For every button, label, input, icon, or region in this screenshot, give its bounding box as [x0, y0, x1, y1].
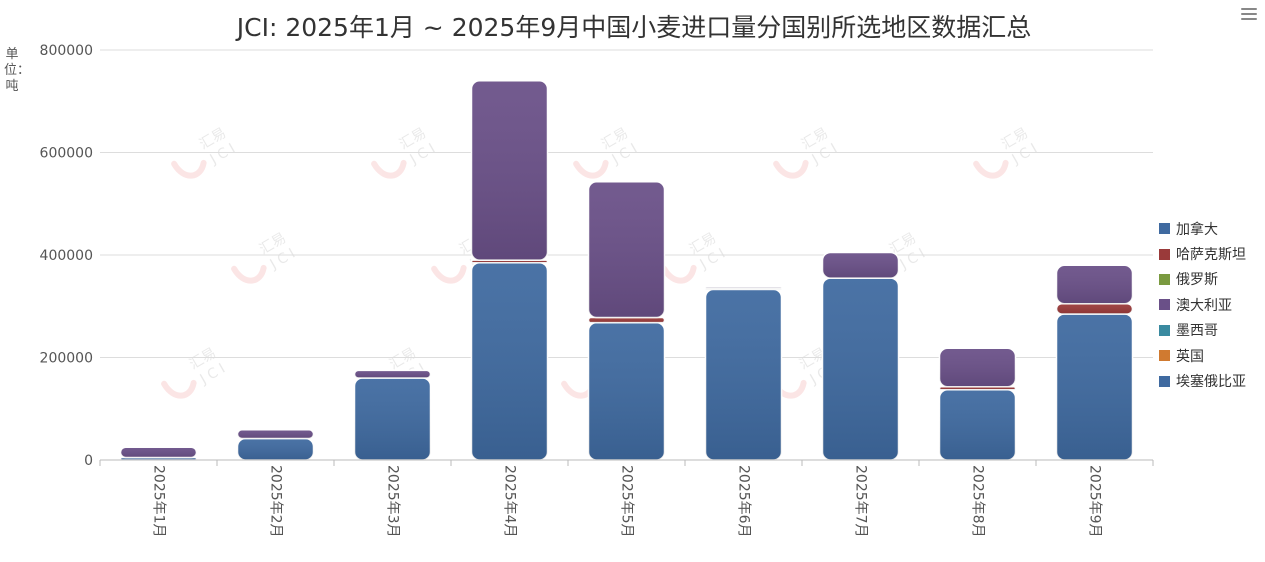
bar-segment[interactable]: [470, 80, 549, 261]
bar-segment[interactable]: [587, 321, 666, 461]
bar-segment[interactable]: [1055, 302, 1134, 315]
legend-item[interactable]: 英国: [1159, 343, 1246, 368]
x-tick-label: 2025年7月: [853, 465, 869, 538]
bar-segment[interactable]: [821, 251, 900, 279]
bar-segment[interactable]: [938, 389, 1017, 461]
bar-segment[interactable]: [353, 377, 432, 461]
bar-segment[interactable]: [236, 437, 315, 461]
y-tick-label: 400000: [40, 248, 93, 264]
legend-label: 俄罗斯: [1176, 272, 1218, 289]
x-tick-label: 2025年8月: [970, 465, 986, 538]
legend-label: 加拿大: [1176, 221, 1218, 238]
y-tick-label: 200000: [40, 351, 93, 367]
bar-segment[interactable]: [704, 288, 783, 461]
bar-segment[interactable]: [938, 347, 1017, 388]
bar-segment[interactable]: [704, 286, 783, 290]
legend: 加拿大哈萨克斯坦俄罗斯澳大利亚墨西哥英国埃塞俄比亚: [1159, 216, 1246, 394]
chart-title: JCI: 2025年1月 ~ 2025年9月中国小麦进口量分国别所选地区数据汇总: [236, 13, 1032, 42]
bar-segment[interactable]: [236, 429, 315, 440]
y-tick-label: 0: [84, 453, 93, 469]
x-tick-label: 2025年4月: [502, 465, 518, 538]
bar-segment[interactable]: [587, 180, 666, 319]
bar-segment[interactable]: [1055, 313, 1134, 461]
legend-item[interactable]: 俄罗斯: [1159, 267, 1246, 292]
x-tick-label: 2025年2月: [268, 465, 284, 538]
menu-icon[interactable]: [1241, 8, 1257, 22]
legend-label: 英国: [1176, 348, 1204, 365]
legend-label: 哈萨克斯坦: [1176, 247, 1246, 264]
legend-swatch: [1159, 375, 1170, 387]
x-tick-label: 2025年3月: [385, 465, 401, 538]
legend-label: 澳大利亚: [1176, 297, 1232, 314]
legend-label: 墨西哥: [1176, 323, 1218, 340]
legend-item[interactable]: 哈萨克斯坦: [1159, 241, 1246, 266]
bar-segment[interactable]: [1055, 264, 1134, 305]
legend-swatch: [1159, 350, 1170, 362]
legend-item[interactable]: 墨西哥: [1159, 318, 1246, 343]
legend-item[interactable]: 加拿大: [1159, 216, 1246, 241]
y-tick-label: 800000: [40, 43, 93, 59]
bar-segment[interactable]: [587, 316, 666, 324]
bar-segment[interactable]: [821, 277, 900, 461]
x-tick-label: 2025年1月: [151, 465, 167, 538]
bar-segment[interactable]: [353, 369, 432, 379]
legend-swatch: [1159, 248, 1170, 260]
legend-swatch: [1159, 223, 1170, 235]
bar-segment[interactable]: [119, 446, 198, 459]
bar-segment[interactable]: [470, 261, 549, 461]
legend-label: 埃塞俄比亚: [1176, 374, 1246, 391]
legend-swatch: [1159, 324, 1170, 336]
x-tick-label: 2025年5月: [619, 465, 635, 538]
x-tick-label: 2025年9月: [1087, 465, 1103, 538]
legend-item[interactable]: 澳大利亚: [1159, 292, 1246, 317]
y-tick-label: 600000: [40, 146, 93, 162]
x-axis: 2025年1月 2025年2月 2025年3月 2025年4月 2025年5月 2025年…: [99, 459, 1154, 538]
x-tick-label: 2025年6月: [736, 465, 752, 538]
legend-item[interactable]: 埃塞俄比亚: [1159, 368, 1246, 393]
y-axis: 0 200000 400000 600000 800000: [40, 43, 93, 469]
legend-swatch: [1159, 299, 1170, 311]
legend-swatch: [1159, 273, 1170, 285]
